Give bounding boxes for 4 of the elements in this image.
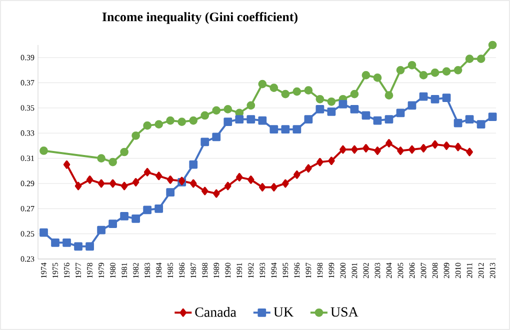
legend-label: USA — [330, 307, 358, 317]
chart-title: Income inequality (Gini coefficient) — [102, 12, 298, 24]
legend-label: UK — [274, 307, 294, 317]
legend-label: Canada — [195, 307, 236, 317]
